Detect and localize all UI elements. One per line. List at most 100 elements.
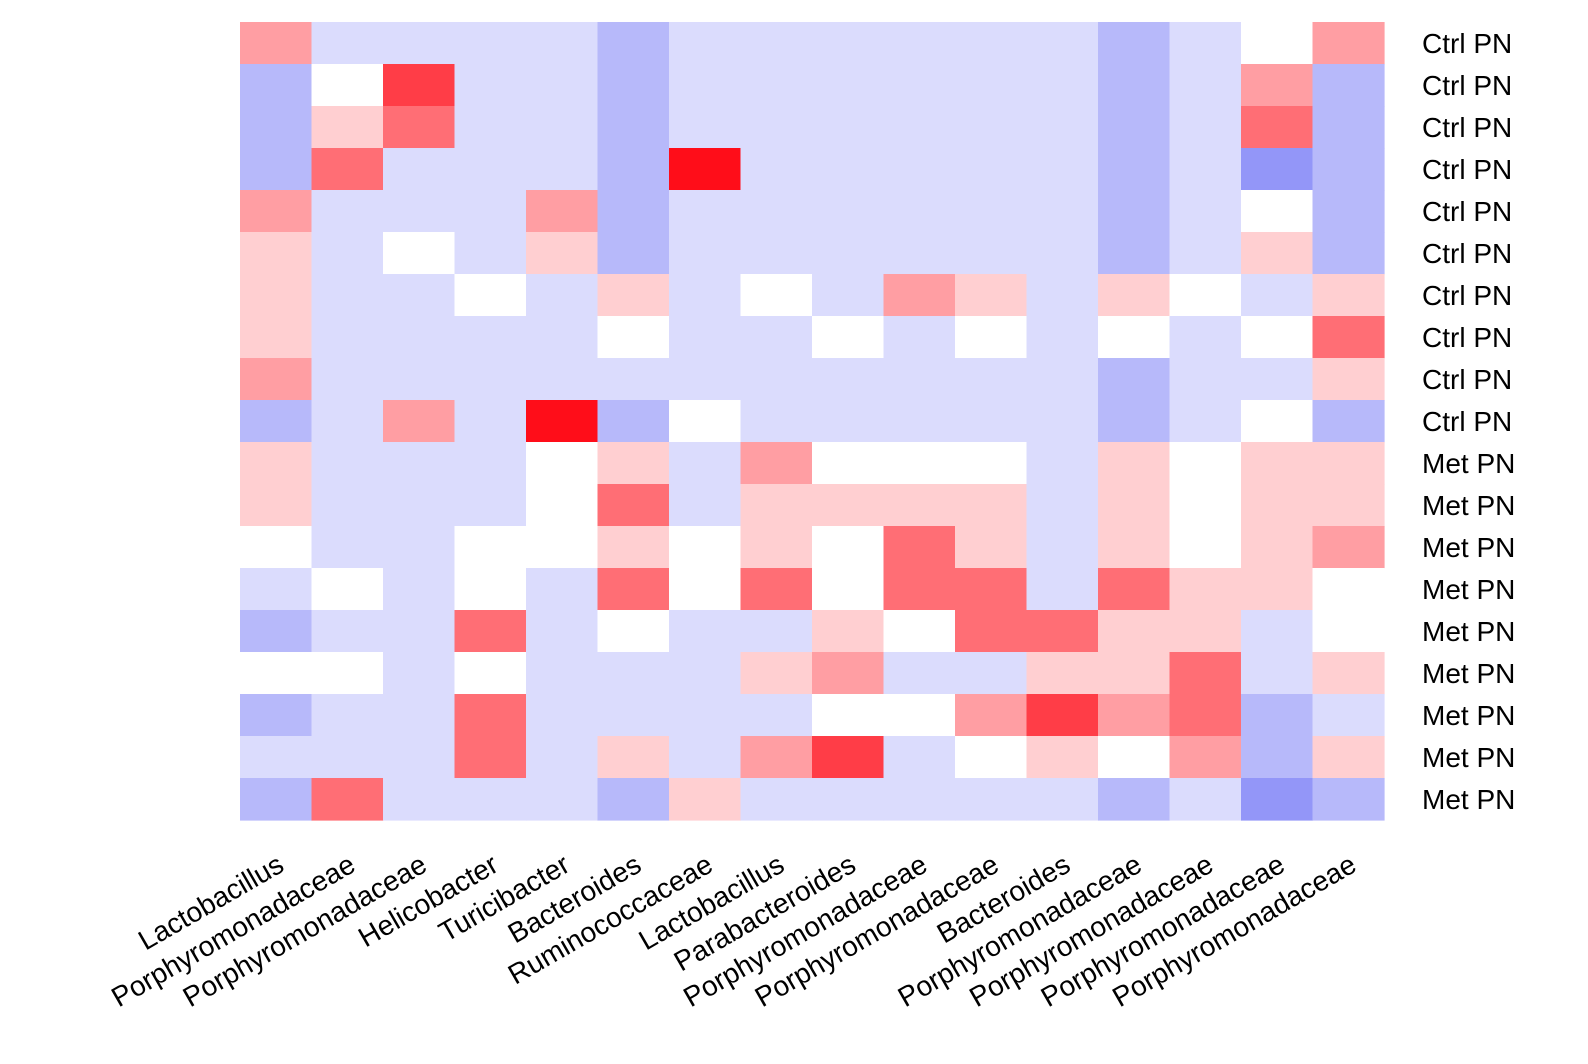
heatmap-cell bbox=[1241, 358, 1314, 401]
heatmap-cell bbox=[311, 694, 384, 737]
heatmap-cell bbox=[883, 526, 956, 569]
heatmap-cell bbox=[1026, 64, 1099, 107]
heatmap-cell bbox=[240, 64, 313, 107]
heatmap-cell bbox=[883, 694, 956, 737]
heatmap-cell bbox=[1098, 148, 1171, 191]
heatmap-cell bbox=[454, 274, 527, 317]
heatmap-cell bbox=[1026, 22, 1099, 65]
heatmap-cell bbox=[740, 778, 813, 821]
heatmap-cell bbox=[311, 778, 384, 821]
heatmap-cell bbox=[955, 190, 1028, 233]
heatmap-cell bbox=[1241, 484, 1314, 527]
heatmap-cell bbox=[1169, 106, 1242, 149]
heatmap-cell bbox=[454, 736, 527, 779]
heatmap-cell bbox=[1312, 778, 1385, 821]
heatmap-cell bbox=[883, 190, 956, 233]
heatmap-cell bbox=[1312, 232, 1385, 275]
heatmap-cell bbox=[383, 64, 456, 107]
heatmap-cell bbox=[883, 484, 956, 527]
heatmap-cell bbox=[812, 358, 885, 401]
heatmap-cell bbox=[1241, 22, 1314, 65]
heatmap-cell bbox=[597, 274, 670, 317]
heatmap-cell bbox=[1169, 64, 1242, 107]
heatmap-cell bbox=[955, 778, 1028, 821]
heatmap-cell bbox=[597, 148, 670, 191]
heatmap-cell bbox=[454, 400, 527, 443]
heatmap-cell bbox=[454, 316, 527, 359]
heatmap-cell bbox=[740, 484, 813, 527]
heatmap-cell bbox=[597, 316, 670, 359]
heatmap-cell bbox=[240, 400, 313, 443]
heatmap-cell bbox=[240, 694, 313, 737]
heatmap-cell bbox=[1026, 484, 1099, 527]
heatmap-cell bbox=[1098, 778, 1171, 821]
heatmap-cell bbox=[383, 358, 456, 401]
heatmap-cell bbox=[383, 652, 456, 695]
row-label: Met PN bbox=[1422, 700, 1515, 731]
heatmap-cell bbox=[1241, 568, 1314, 611]
heatmap-cell bbox=[1241, 400, 1314, 443]
heatmap-cell bbox=[240, 316, 313, 359]
heatmap-cell bbox=[1098, 610, 1171, 653]
heatmap-cell bbox=[669, 64, 742, 107]
heatmap-cell bbox=[1026, 358, 1099, 401]
heatmap-cell bbox=[669, 232, 742, 275]
heatmap-cell bbox=[812, 274, 885, 317]
row-label: Ctrl PN bbox=[1422, 238, 1512, 269]
heatmap-cell bbox=[1098, 652, 1171, 695]
heatmap-cell bbox=[1169, 694, 1242, 737]
heatmap-cell bbox=[597, 652, 670, 695]
heatmap-cell bbox=[955, 610, 1028, 653]
heatmap-cell bbox=[1026, 778, 1099, 821]
heatmap-cell bbox=[240, 652, 313, 695]
heatmap-cell bbox=[669, 316, 742, 359]
heatmap-cell bbox=[526, 736, 599, 779]
heatmap-cell bbox=[669, 22, 742, 65]
heatmap-cell bbox=[883, 610, 956, 653]
heatmap-cell bbox=[740, 22, 813, 65]
heatmap-cell bbox=[526, 442, 599, 485]
heatmap-cell bbox=[955, 484, 1028, 527]
heatmap-cell bbox=[812, 22, 885, 65]
heatmap-cell bbox=[1169, 736, 1242, 779]
heatmap-cell bbox=[526, 232, 599, 275]
heatmap-cell bbox=[1312, 442, 1385, 485]
heatmap-cell bbox=[1026, 190, 1099, 233]
heatmap-cell bbox=[1312, 22, 1385, 65]
heatmap-cell bbox=[812, 484, 885, 527]
row-label: Ctrl PN bbox=[1422, 364, 1512, 395]
heatmap-cell bbox=[812, 736, 885, 779]
heatmap-cell bbox=[240, 610, 313, 653]
heatmap-cell bbox=[311, 736, 384, 779]
heatmap-cell bbox=[526, 694, 599, 737]
heatmap-cell bbox=[311, 652, 384, 695]
heatmap-cell bbox=[1169, 190, 1242, 233]
heatmap-cell bbox=[526, 778, 599, 821]
heatmap-cell bbox=[597, 736, 670, 779]
heatmap-cell bbox=[955, 316, 1028, 359]
heatmap-cell bbox=[240, 358, 313, 401]
heatmap-cell bbox=[955, 106, 1028, 149]
heatmap-cell bbox=[1026, 232, 1099, 275]
heatmap-cell bbox=[669, 694, 742, 737]
heatmap-cell bbox=[526, 610, 599, 653]
heatmap-cell bbox=[740, 232, 813, 275]
heatmap-cell bbox=[740, 64, 813, 107]
heatmap-cell bbox=[597, 190, 670, 233]
heatmap-cell bbox=[812, 694, 885, 737]
heatmap-cell bbox=[669, 190, 742, 233]
heatmap-cell bbox=[1312, 274, 1385, 317]
heatmap-cell bbox=[597, 694, 670, 737]
heatmap-cell bbox=[526, 316, 599, 359]
heatmap-cell bbox=[383, 610, 456, 653]
heatmap-cell bbox=[383, 400, 456, 443]
heatmap-cell bbox=[1026, 610, 1099, 653]
heatmap-cell bbox=[669, 148, 742, 191]
heatmap-cell bbox=[311, 568, 384, 611]
heatmap-cell bbox=[1241, 190, 1314, 233]
heatmap-cell bbox=[1241, 232, 1314, 275]
heatmap-cell bbox=[1098, 274, 1171, 317]
row-label: Ctrl PN bbox=[1422, 112, 1512, 143]
heatmap-cell bbox=[311, 148, 384, 191]
row-label: Met PN bbox=[1422, 490, 1515, 521]
